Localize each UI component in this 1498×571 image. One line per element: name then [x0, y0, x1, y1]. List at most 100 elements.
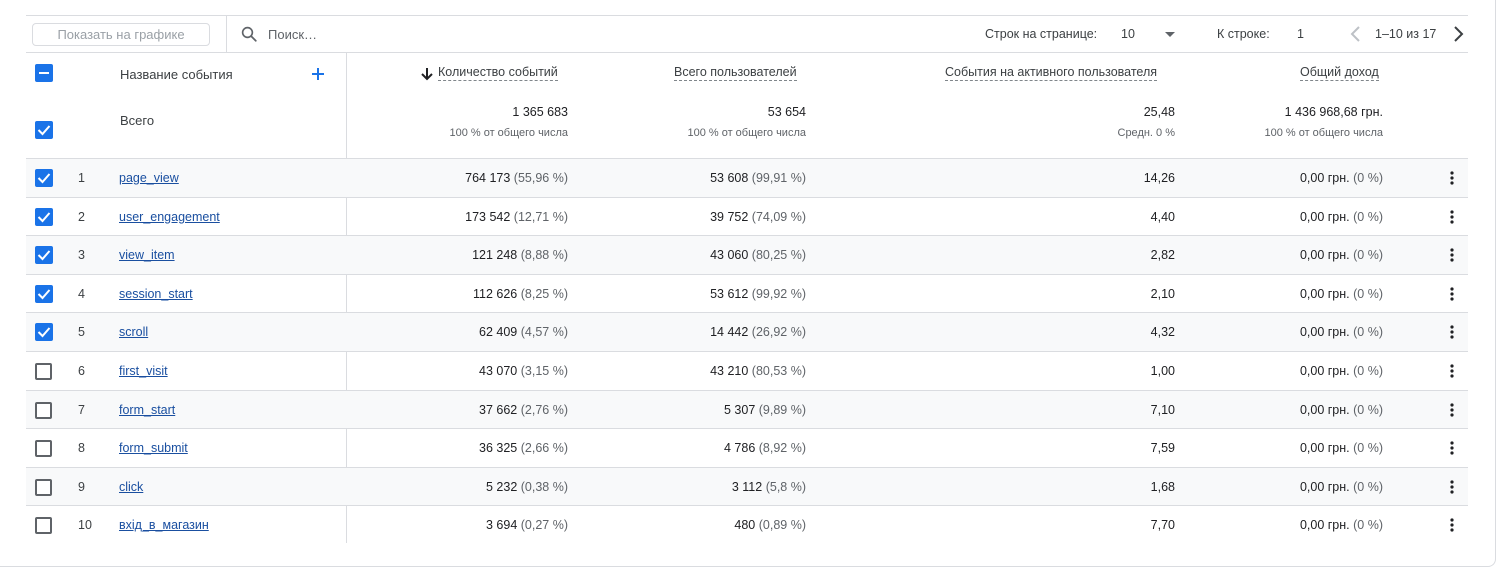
- table-row: 6 first_visit 43 070 (3,15 %) 43 210 (80,53…: [26, 352, 1468, 391]
- users-percent: (74,09 %): [751, 209, 806, 224]
- more-vert-icon[interactable]: [1446, 324, 1458, 340]
- totals-events: 1 365 683: [512, 105, 568, 119]
- row-checkbox[interactable]: [35, 517, 52, 535]
- revenue-percent: (0 %): [1353, 325, 1383, 340]
- table-row: 7 form_start 37 662 (2,76 %) 5 307 (9,89 %)…: [26, 390, 1468, 430]
- row-checkbox[interactable]: [35, 323, 53, 342]
- revenue-cell: 0,00 грн. (0 %): [1300, 480, 1383, 494]
- totals-revenue: 1 436 968,68 грн.: [1284, 105, 1383, 119]
- events-count-cell: 764 173 (55,96 %): [465, 171, 568, 185]
- event-name-link[interactable]: click: [119, 479, 144, 494]
- caret-down-icon[interactable]: [1165, 32, 1175, 37]
- chevron-left-icon[interactable]: [1347, 24, 1365, 44]
- event-name-link[interactable]: session_start: [119, 286, 193, 301]
- users-value: 14 442: [710, 325, 749, 340]
- events-count-percent: (3,15 %): [520, 363, 568, 378]
- table-header: Название события Количество событий Всег…: [26, 53, 1468, 95]
- events-count-percent: (12,71 %): [513, 209, 568, 224]
- rows-per-page-select[interactable]: 10: [1121, 27, 1135, 41]
- per-user-cell: 7,10: [1150, 402, 1175, 417]
- totals-revenue-sub: 100 % от общего числа: [1264, 127, 1383, 139]
- users-cell: 43 210 (80,53 %): [710, 364, 806, 378]
- revenue-cell: 0,00 грн. (0 %): [1300, 287, 1383, 301]
- events-count-value: 173 542: [465, 209, 511, 224]
- events-count-value: 121 248: [472, 248, 518, 263]
- users-cell: 39 752 (74,09 %): [710, 210, 806, 224]
- plus-icon[interactable]: [310, 66, 326, 82]
- event-name-link[interactable]: вхід_в_магазин: [119, 518, 209, 533]
- event-name-link[interactable]: scroll: [119, 325, 149, 340]
- show-on-chart-button[interactable]: Показать на графике: [32, 23, 210, 46]
- more-vert-icon[interactable]: [1446, 363, 1458, 379]
- per-user-cell: 14,26: [1143, 171, 1175, 185]
- row-checkbox[interactable]: [35, 362, 52, 380]
- row-index: 4: [78, 286, 85, 301]
- table-row: 5 scroll 62 409 (4,57 %) 14 442 (26,92 %) 4,…: [26, 313, 1468, 352]
- users-percent: (8,92 %): [758, 441, 806, 456]
- row-index: 1: [78, 171, 85, 185]
- row-checkbox[interactable]: [35, 478, 52, 496]
- row-checkbox[interactable]: [35, 169, 53, 187]
- revenue-value: 0,00 грн.: [1299, 286, 1350, 301]
- events-count-value: 62 409: [479, 325, 518, 340]
- events-count-percent: (0,27 %): [520, 518, 568, 533]
- revenue-cell: 0,00 грн. (0 %): [1300, 441, 1383, 455]
- revenue-value: 0,00 грн.: [1299, 325, 1350, 340]
- users-cell: 43 060 (80,25 %): [710, 248, 806, 262]
- more-vert-icon[interactable]: [1446, 286, 1458, 302]
- goto-row-input[interactable]: 1: [1297, 27, 1304, 41]
- users-value: 43 210: [710, 363, 749, 378]
- more-vert-icon[interactable]: [1446, 479, 1458, 495]
- events-count-cell: 173 542 (12,71 %): [465, 210, 568, 224]
- more-vert-icon[interactable]: [1446, 170, 1458, 186]
- select-all-checkbox[interactable]: [35, 64, 53, 82]
- search-input[interactable]: [268, 25, 568, 43]
- totals-checkbox[interactable]: [35, 121, 53, 139]
- more-vert-icon[interactable]: [1446, 209, 1458, 225]
- table-row: 10 вхід_в_магазин 3 694 (0,27 %) 480 (0,89 …: [26, 506, 1468, 545]
- total-revenue-header[interactable]: Общий доход: [1300, 65, 1379, 81]
- event-name-link[interactable]: page_view: [119, 171, 179, 185]
- users-cell: 14 442 (26,92 %): [710, 325, 806, 339]
- row-checkbox[interactable]: [35, 284, 53, 303]
- row-checkbox[interactable]: [35, 207, 53, 226]
- revenue-value: 0,00 грн.: [1299, 171, 1350, 185]
- event-name-link[interactable]: first_visit: [119, 363, 168, 378]
- row-index: 7: [78, 402, 85, 417]
- row-checkbox[interactable]: [35, 246, 53, 265]
- chevron-right-icon[interactable]: [1449, 24, 1467, 44]
- total-users-header[interactable]: Всего пользователей: [674, 65, 797, 81]
- event-name-link[interactable]: user_engagement: [119, 209, 220, 224]
- arrow-down-icon[interactable]: [420, 66, 434, 82]
- row-index: 8: [78, 441, 85, 456]
- more-vert-icon[interactable]: [1446, 440, 1458, 456]
- event-name-link[interactable]: form_submit: [119, 441, 188, 456]
- revenue-value: 0,00 грн.: [1299, 479, 1350, 494]
- revenue-cell: 0,00 грн. (0 %): [1300, 248, 1383, 262]
- users-percent: (99,91 %): [751, 171, 806, 185]
- row-checkbox[interactable]: [35, 440, 52, 458]
- totals-row: Всего 1 365 683 100 % от общего числа 53…: [26, 95, 1468, 159]
- per-user-cell: 4,32: [1150, 325, 1175, 340]
- users-value: 53 608: [710, 171, 749, 185]
- totals-events-sub: 100 % от общего числа: [449, 127, 568, 139]
- more-vert-icon[interactable]: [1446, 247, 1458, 263]
- events-per-user-header[interactable]: События на активного пользователя: [945, 65, 1158, 81]
- events-count-percent: (2,76 %): [520, 402, 568, 417]
- revenue-percent: (0 %): [1353, 402, 1383, 417]
- revenue-percent: (0 %): [1353, 286, 1383, 301]
- events-count-cell: 3 694 (0,27 %): [486, 518, 568, 532]
- more-vert-icon[interactable]: [1446, 517, 1458, 533]
- per-user-cell: 1,68: [1150, 479, 1175, 494]
- event-name-link[interactable]: view_item: [119, 248, 175, 263]
- events-table: Название события Количество событий Всег…: [26, 53, 1468, 545]
- row-index: 3: [78, 248, 85, 263]
- events-count-value: 3 694: [485, 518, 518, 533]
- event-name-link[interactable]: form_start: [119, 402, 176, 417]
- revenue-cell: 0,00 грн. (0 %): [1300, 403, 1383, 417]
- events-count-cell: 112 626 (8,25 %): [473, 287, 568, 301]
- events-count-header[interactable]: Количество событий: [438, 65, 558, 81]
- row-checkbox[interactable]: [35, 401, 52, 419]
- more-vert-icon[interactable]: [1446, 402, 1458, 418]
- event-name-header[interactable]: Название события: [120, 67, 233, 82]
